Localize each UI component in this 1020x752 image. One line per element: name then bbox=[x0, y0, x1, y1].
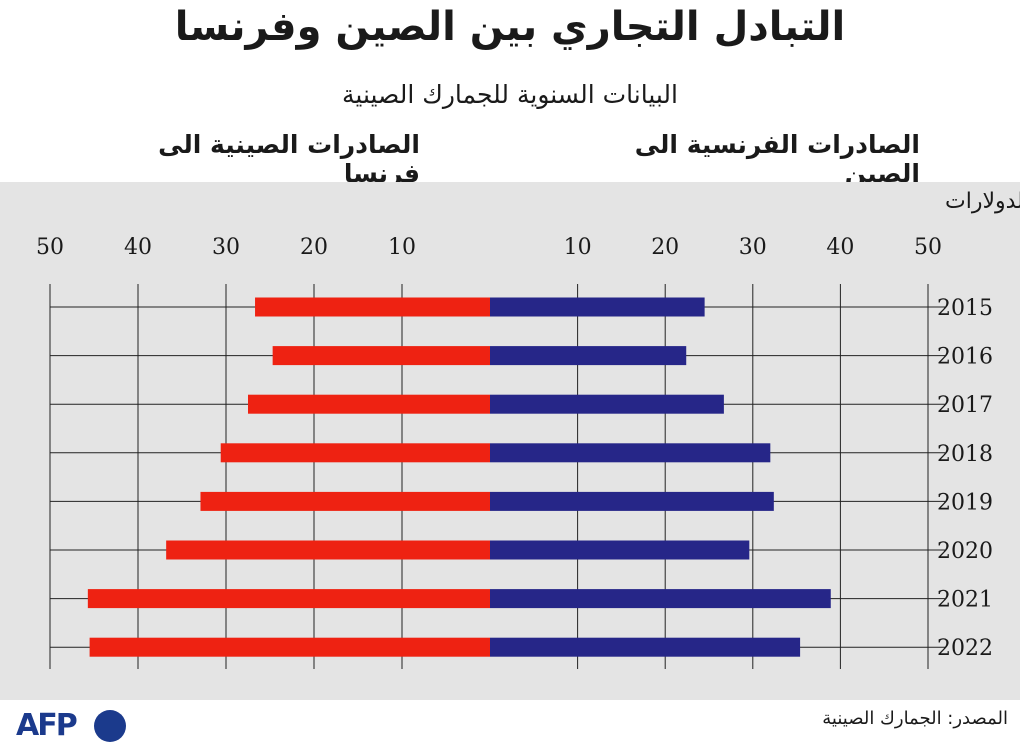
year-label: 2022 bbox=[937, 636, 993, 661]
legend-france-exports: الصادرات الفرنسية الى الصين bbox=[634, 130, 920, 188]
bar-china-exports bbox=[220, 443, 490, 463]
bar-china-exports bbox=[200, 491, 491, 511]
afp-logo-dot-icon bbox=[94, 710, 126, 742]
year-label: 2015 bbox=[937, 296, 993, 321]
chart-subtitle: البيانات السنوية للجمارك الصينية bbox=[342, 80, 678, 109]
tick-label-right: 10 bbox=[564, 235, 592, 260]
tick-label-right: 30 bbox=[739, 235, 767, 260]
bar-france-exports bbox=[490, 589, 831, 609]
source-note: المصدر: الجمارك الصينية bbox=[822, 708, 1008, 729]
bar-china-exports bbox=[255, 297, 490, 317]
bar-france-exports bbox=[490, 346, 687, 366]
bar-china-exports bbox=[89, 637, 490, 657]
year-label: 2020 bbox=[937, 539, 993, 564]
bars bbox=[87, 297, 831, 657]
afp-logo: AFP bbox=[16, 706, 126, 746]
bar-china-exports bbox=[272, 346, 490, 366]
chart-title: التبادل التجاري بين الصين وفرنسا bbox=[174, 4, 846, 50]
year-label: 2016 bbox=[937, 345, 993, 370]
tick-label-left: 40 bbox=[124, 235, 152, 260]
bar-france-exports bbox=[490, 443, 771, 463]
bar-france-exports bbox=[490, 394, 724, 414]
bar-france-exports bbox=[490, 637, 801, 657]
chart-panel bbox=[0, 182, 1020, 700]
tick-label-left: 50 bbox=[36, 235, 64, 260]
unit-label: بمليارات الدولارات bbox=[945, 189, 1020, 214]
tick-label-right: 50 bbox=[914, 235, 942, 260]
year-labels: 2015 2016 2017 2018 2019 2020 2021 2022 bbox=[937, 296, 993, 661]
tick-labels: 10 10 20 20 30 30 40 40 50 50 bbox=[36, 235, 942, 260]
tick-label-right: 20 bbox=[651, 235, 679, 260]
bar-france-exports bbox=[490, 540, 750, 560]
bar-china-exports bbox=[166, 540, 490, 560]
tick-label-left: 20 bbox=[300, 235, 328, 260]
bar-france-exports bbox=[490, 297, 705, 317]
tick-label-right: 40 bbox=[826, 235, 854, 260]
tick-label-left: 30 bbox=[212, 235, 240, 260]
legend-china-exports: الصادرات الصينية الى فرنسا bbox=[158, 130, 420, 188]
grid-lines bbox=[49, 284, 945, 669]
year-label: 2019 bbox=[937, 490, 993, 515]
tick-label-left: 10 bbox=[388, 235, 416, 260]
year-label: 2018 bbox=[937, 442, 993, 467]
bar-china-exports bbox=[248, 394, 490, 414]
bar-france-exports bbox=[490, 491, 774, 511]
year-label: 2017 bbox=[937, 393, 993, 418]
bar-china-exports bbox=[87, 589, 490, 609]
year-label: 2021 bbox=[937, 588, 993, 613]
trade-bar-chart: بمليارات الدولارات 10102020303040405050 … bbox=[36, 189, 1020, 669]
afp-logo-text: AFP bbox=[16, 708, 78, 743]
